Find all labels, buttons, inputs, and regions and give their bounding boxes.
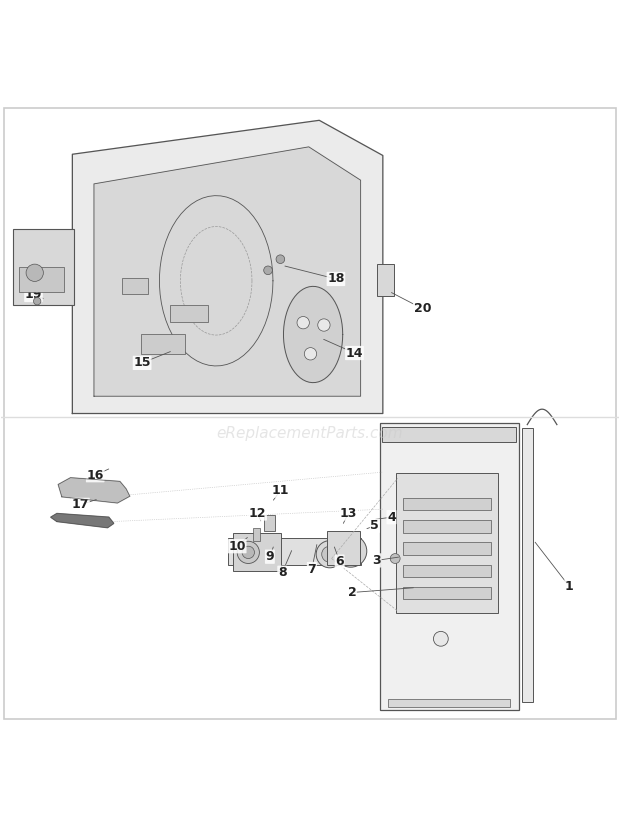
FancyBboxPatch shape [403, 587, 491, 600]
FancyBboxPatch shape [382, 427, 516, 442]
Text: 16: 16 [87, 469, 104, 481]
Text: 12: 12 [249, 507, 266, 520]
FancyBboxPatch shape [388, 699, 510, 707]
Text: 5: 5 [370, 519, 379, 533]
FancyBboxPatch shape [403, 520, 491, 533]
FancyBboxPatch shape [403, 565, 491, 577]
Text: 19: 19 [25, 289, 42, 302]
FancyBboxPatch shape [170, 305, 208, 323]
Circle shape [316, 541, 343, 568]
Text: 18: 18 [327, 272, 345, 285]
Polygon shape [283, 286, 343, 383]
Circle shape [322, 546, 338, 562]
FancyBboxPatch shape [396, 473, 498, 613]
Circle shape [433, 631, 448, 646]
Text: 13: 13 [340, 507, 357, 520]
FancyBboxPatch shape [252, 528, 260, 541]
Polygon shape [73, 120, 383, 414]
Circle shape [26, 264, 43, 281]
Text: 17: 17 [72, 499, 89, 511]
Text: 3: 3 [373, 554, 381, 566]
FancyBboxPatch shape [264, 514, 275, 531]
Circle shape [276, 255, 285, 264]
FancyBboxPatch shape [122, 279, 148, 294]
FancyBboxPatch shape [403, 543, 491, 555]
FancyBboxPatch shape [228, 538, 361, 565]
Text: 10: 10 [228, 540, 246, 552]
FancyBboxPatch shape [141, 334, 185, 354]
Text: 14: 14 [346, 347, 363, 360]
Text: 9: 9 [265, 550, 274, 563]
FancyBboxPatch shape [233, 533, 281, 571]
Circle shape [342, 543, 360, 560]
Text: 15: 15 [133, 356, 151, 370]
Text: 7: 7 [308, 562, 316, 576]
Polygon shape [94, 147, 361, 396]
FancyBboxPatch shape [327, 532, 360, 565]
Text: 8: 8 [278, 566, 286, 579]
Text: eReplacementParts.com: eReplacementParts.com [216, 426, 404, 441]
Text: 1: 1 [565, 580, 574, 593]
Text: 2: 2 [348, 586, 356, 599]
FancyBboxPatch shape [19, 267, 64, 292]
Text: 4: 4 [387, 511, 396, 523]
Text: 11: 11 [272, 484, 289, 497]
Circle shape [237, 541, 259, 563]
Circle shape [33, 298, 41, 305]
Text: 6: 6 [335, 555, 344, 568]
FancyBboxPatch shape [403, 498, 491, 510]
Circle shape [390, 553, 400, 563]
Polygon shape [58, 478, 130, 503]
FancyBboxPatch shape [521, 428, 533, 702]
FancyBboxPatch shape [379, 423, 518, 710]
Circle shape [317, 319, 330, 331]
Circle shape [297, 317, 309, 329]
FancyBboxPatch shape [377, 264, 394, 296]
Circle shape [335, 535, 367, 567]
Circle shape [242, 546, 254, 558]
Text: 20: 20 [414, 302, 431, 315]
Circle shape [304, 347, 317, 360]
Circle shape [264, 266, 272, 275]
Polygon shape [51, 514, 113, 528]
FancyBboxPatch shape [13, 229, 74, 305]
